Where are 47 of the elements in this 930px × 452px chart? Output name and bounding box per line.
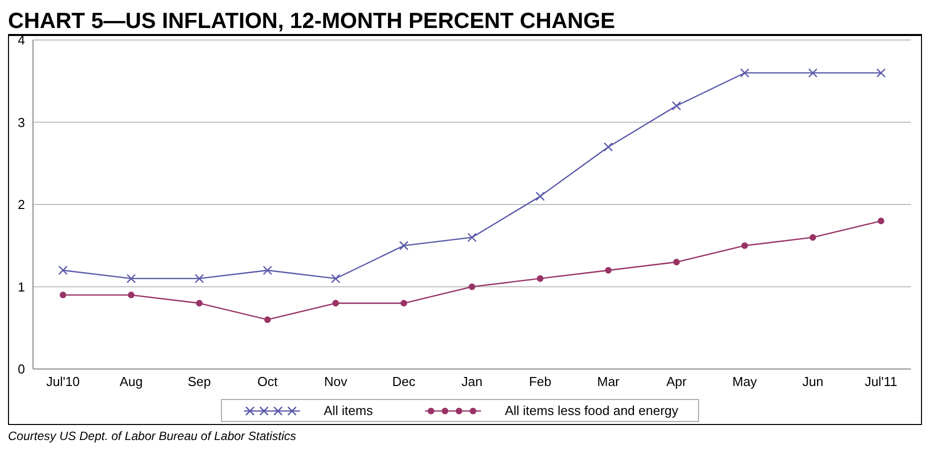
point	[740, 68, 750, 78]
y-tick-label: 3	[18, 114, 25, 130]
point	[331, 274, 340, 284]
point	[810, 234, 816, 241]
point	[194, 274, 204, 284]
point	[878, 218, 884, 224]
point	[126, 274, 136, 284]
point	[196, 300, 203, 306]
point	[399, 240, 408, 250]
point	[672, 101, 682, 110]
x-tick-label: Nov	[324, 374, 348, 390]
point	[58, 266, 68, 275]
legend-label: All items	[324, 403, 373, 418]
text: Courtesy US Dept. of Labor Bureau of Labor Statistics	[8, 429, 298, 443]
x-tick-label: Mar	[597, 374, 620, 390]
x-tick-label: Jun	[802, 374, 824, 390]
point	[673, 258, 680, 266]
x-tick-label: May	[732, 374, 758, 390]
point	[876, 68, 886, 78]
x-tick-label: Sep	[188, 374, 211, 390]
y-tick-label: 0	[18, 362, 25, 377]
point	[605, 267, 612, 274]
point	[536, 275, 544, 282]
point	[808, 68, 818, 78]
point	[332, 300, 339, 306]
point	[467, 232, 477, 242]
x-tick-label: Jul'10	[46, 374, 80, 390]
point	[604, 142, 613, 152]
x-tick-label: Apr	[666, 374, 688, 390]
legend-label: All items less food and energy	[504, 403, 678, 418]
x-tick-label: Jan	[462, 374, 482, 390]
y-tick-label: 2	[18, 197, 25, 212]
y-tick-label: 1	[18, 279, 25, 294]
point	[60, 292, 66, 298]
point	[128, 292, 134, 298]
x-tick-label: Aug	[120, 374, 143, 390]
x-tick-label: Dec	[392, 374, 416, 390]
point	[264, 316, 271, 323]
point	[400, 300, 408, 306]
chart-title: CHART 5—US INFLATION, 12-MONTH PERCENT CHANGE	[8, 8, 922, 36]
x-tick-label: Oct	[257, 374, 278, 390]
point	[536, 192, 545, 201]
point	[468, 283, 476, 290]
point	[741, 242, 748, 249]
x-tick-label: Jul'11	[864, 374, 898, 390]
point	[262, 266, 272, 275]
x-tick-label: Feb	[528, 374, 552, 390]
